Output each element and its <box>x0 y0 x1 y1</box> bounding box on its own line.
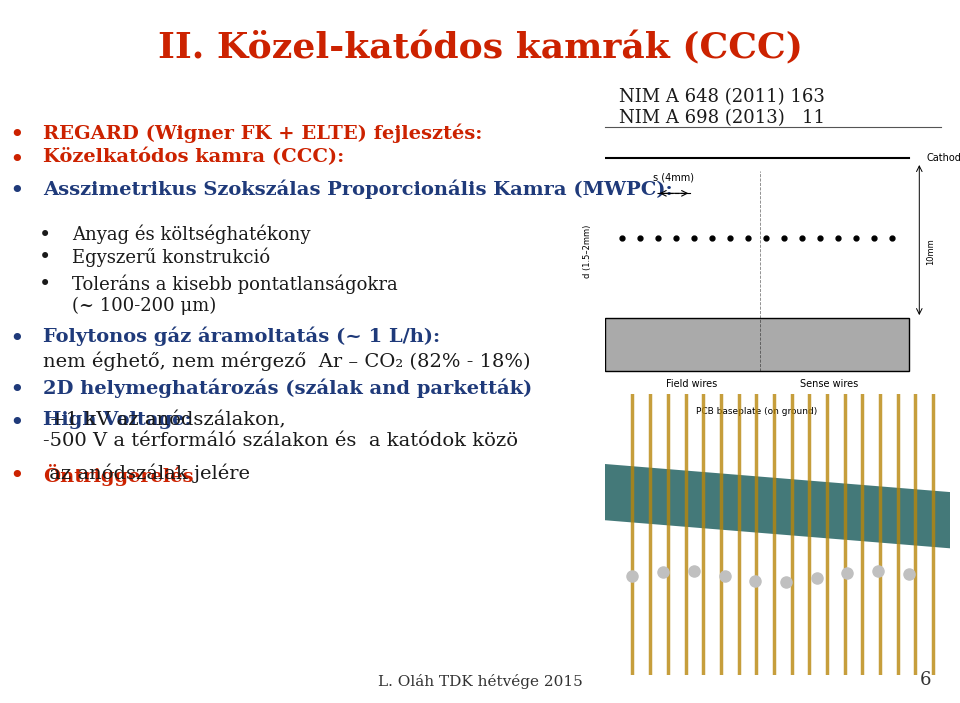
Text: 2D helymeghatározás (szálak and parketták): 2D helymeghatározás (szálak and parkettá… <box>43 378 533 398</box>
Text: •: • <box>38 274 51 294</box>
Text: d (1.5–2mm): d (1.5–2mm) <box>583 224 592 278</box>
Text: Asszimetrikus Szokszálas Proporcionális Kamra (MWPC):: Asszimetrikus Szokszálas Proporcionális … <box>43 179 673 199</box>
Text: •: • <box>10 327 24 351</box>
Text: •: • <box>10 378 24 402</box>
Text: Folytonos gáz áramoltatás (~ 1 L/h):: Folytonos gáz áramoltatás (~ 1 L/h): <box>43 327 441 347</box>
Text: Field wires: Field wires <box>665 379 717 389</box>
Text: PCB baseplate (on ground): PCB baseplate (on ground) <box>696 407 818 416</box>
Text: •: • <box>38 225 51 245</box>
Text: Sense wires: Sense wires <box>801 379 858 389</box>
Text: 6: 6 <box>920 671 931 689</box>
Text: REGARD (Wigner FK + ELTE) fejlesztés:: REGARD (Wigner FK + ELTE) fejlesztés: <box>43 123 483 143</box>
Text: •: • <box>10 179 24 203</box>
Text: Egyszerű konstrukció: Egyszerű konstrukció <box>72 247 270 267</box>
Text: •: • <box>10 464 24 488</box>
Text: 10mm: 10mm <box>926 238 935 264</box>
Polygon shape <box>605 464 950 548</box>
Text: •: • <box>10 148 24 172</box>
Text: Anyag és költséghatékony: Anyag és költséghatékony <box>72 225 310 245</box>
Text: L. Oláh TDK hétvége 2015: L. Oláh TDK hétvége 2015 <box>377 674 583 689</box>
Text: Cathode: Cathode <box>926 153 960 162</box>
Text: Közelkatódos kamra (CCC):: Közelkatódos kamra (CCC): <box>43 148 345 166</box>
Text: High Voltage:: High Voltage: <box>43 411 192 430</box>
Bar <box>605 318 909 371</box>
Text: NIM A 698 (2013)   11: NIM A 698 (2013) 11 <box>619 109 826 127</box>
Text: +1 kV az anódszálakon,
-500 V a térformáló szálakon és  a katódok közö: +1 kV az anódszálakon, -500 V a térformá… <box>43 411 518 450</box>
Text: Toleráns a kisebb pontatlanságokra
(~ 100-200 μm): Toleráns a kisebb pontatlanságokra (~ 10… <box>72 274 397 315</box>
Text: II. Közel-katódos kamrák (CCC): II. Közel-katódos kamrák (CCC) <box>157 32 803 65</box>
Text: nem éghető, nem mérgező  Ar – CO₂ (82% - 18%): nem éghető, nem mérgező Ar – CO₂ (82% - … <box>43 352 531 371</box>
Text: NIM A 648 (2011) 163: NIM A 648 (2011) 163 <box>619 88 825 106</box>
Text: •: • <box>38 247 51 267</box>
Text: az anódszálak jelére: az anódszálak jelére <box>43 464 251 484</box>
Text: s (4mm): s (4mm) <box>654 172 694 182</box>
Text: •: • <box>10 411 24 435</box>
Text: •: • <box>10 123 24 147</box>
Text: Öntriggerelés: Öntriggerelés <box>43 464 194 486</box>
